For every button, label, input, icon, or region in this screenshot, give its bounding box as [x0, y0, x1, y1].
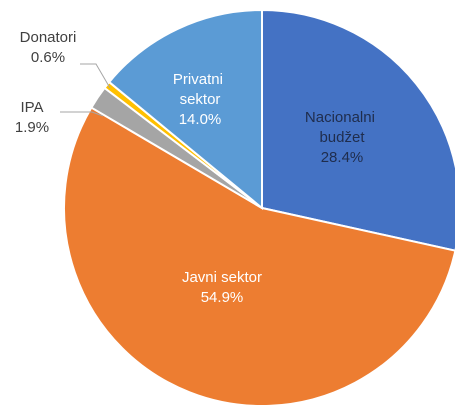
pie-slice: [63, 106, 455, 405]
slice-label: Javni sektor: [182, 269, 262, 286]
slice-label: Donatori: [20, 29, 77, 46]
pie-slice: [107, 8, 263, 211]
label-line: Privatni: [173, 71, 227, 88]
slice-label: IPA: [20, 99, 43, 116]
label-line: budžet: [319, 129, 365, 146]
leader-line: [60, 111, 104, 117]
value-label: 14.0%: [179, 111, 222, 128]
value-label: 1.9%: [15, 119, 49, 136]
slice-label: Nacionalni budžet: [305, 109, 379, 146]
label-line: Donatori: [20, 29, 77, 46]
pie-slice: [261, 8, 455, 252]
leader-line: [80, 63, 111, 89]
value-label: 0.6%: [31, 49, 65, 66]
label-line: Javni sektor: [182, 269, 262, 286]
label-line: IPA: [20, 99, 43, 116]
value-label: 28.4%: [321, 149, 364, 166]
slice-label: Privatni sektor: [173, 71, 227, 108]
label-line: Nacionalni: [305, 109, 379, 126]
label-line: sektor: [180, 91, 221, 108]
value-label: 54.9%: [201, 289, 244, 306]
